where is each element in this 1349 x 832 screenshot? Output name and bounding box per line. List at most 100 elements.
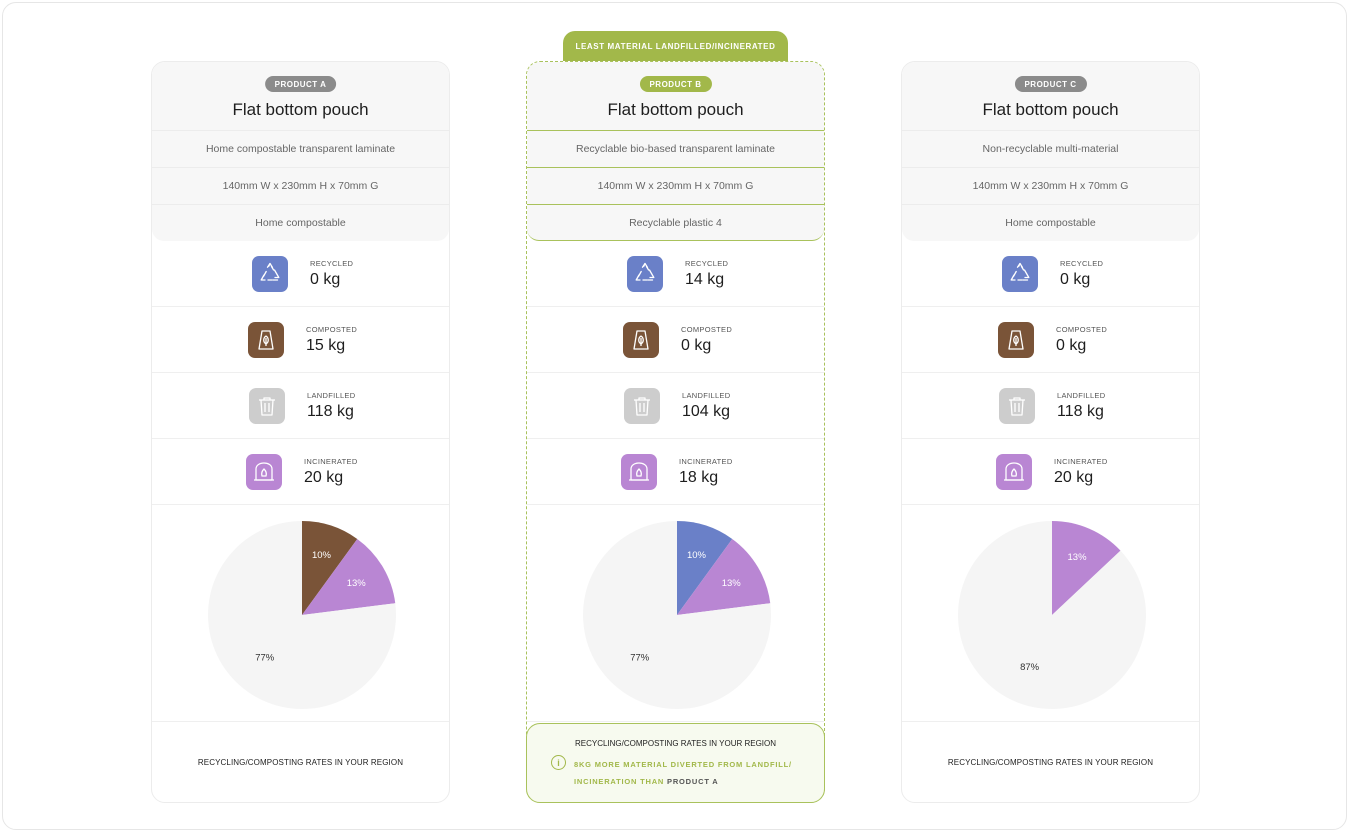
- compost-bin-icon: [623, 322, 659, 358]
- recycled-value: 14 kg: [685, 271, 725, 288]
- dimensions-spec: 140mm W x 230mm H x 70mm G: [152, 167, 449, 204]
- product-tag: PRODUCT A: [264, 76, 337, 92]
- best-choice-banner: LEAST MATERIAL LANDFILLED/INCINERATED: [563, 31, 788, 62]
- waste-pie-chart: 13% 87%: [902, 505, 1199, 722]
- composted-value: 0 kg: [681, 337, 712, 354]
- composted-label: COMPOSTED: [681, 325, 733, 334]
- landfilled-label: LANDFILLED: [682, 391, 731, 400]
- product-card-c[interactable]: PRODUCT C Flat bottom pouch Non-recyclab…: [901, 61, 1200, 803]
- product-title: Flat bottom pouch: [232, 100, 369, 119]
- region-rates-link-a[interactable]: RECYCLING/COMPOSTING RATES IN YOUR REGIO…: [197, 757, 404, 767]
- pie-slice-rest: [958, 521, 1146, 709]
- incinerated-label: INCINERATED: [1054, 457, 1108, 466]
- product-card-a[interactable]: PRODUCT A Flat bottom pouch Home compost…: [151, 61, 450, 803]
- composted-label: COMPOSTED: [306, 325, 358, 334]
- pie-label-rest: 77%: [255, 652, 275, 663]
- dimensions-spec: 140mm W x 230mm H x 70mm G: [902, 167, 1199, 204]
- incinerator-icon: [996, 454, 1032, 490]
- recycled-value: 0 kg: [1060, 271, 1091, 288]
- landfilled-row: LANDFILLED 118 kg: [902, 373, 1199, 439]
- landfilled-value: 104 kg: [682, 403, 731, 420]
- diversion-note: 8KG MORE MATERIAL DIVERTED FROM LANDFILL…: [574, 756, 804, 790]
- composted-row: COMPOSTED 0 kg: [527, 307, 824, 373]
- incinerated-value: 20 kg: [1054, 469, 1094, 486]
- card-header: PRODUCT A Flat bottom pouch: [152, 62, 449, 130]
- info-box-frame: RECYCLING/COMPOSTING RATES IN YOUR REGIO…: [526, 723, 825, 803]
- info-icon: i: [551, 755, 566, 770]
- composted-label: COMPOSTED: [1056, 325, 1108, 334]
- landfilled-value: 118 kg: [307, 403, 354, 420]
- composted-value: 15 kg: [306, 337, 346, 354]
- trash-bin-icon: [624, 388, 660, 424]
- region-rates-link-b[interactable]: RECYCLING/COMPOSTING RATES IN YOUR REGIO…: [574, 739, 777, 748]
- pie-label-rest: 77%: [630, 652, 650, 663]
- incinerator-icon: [246, 454, 282, 490]
- recycled-label: RECYCLED: [1060, 259, 1104, 268]
- dimensions-spec: 140mm W x 230mm H x 70mm G: [527, 167, 824, 204]
- landfilled-row: LANDFILLED 118 kg: [152, 373, 449, 439]
- end-of-life-spec: Home compostable: [902, 204, 1199, 241]
- recycle-icon: [1002, 256, 1038, 292]
- region-rates-link-c[interactable]: RECYCLING/COMPOSTING RATES IN YOUR REGIO…: [947, 757, 1154, 767]
- pie-slice-composted: [302, 521, 358, 615]
- product-tag: PRODUCT C: [1014, 76, 1087, 92]
- compost-bin-icon: [998, 322, 1034, 358]
- waste-pie-chart: 10% 13% 77%: [527, 505, 824, 722]
- pie-slice-recycled: [677, 521, 733, 615]
- recycle-icon: [627, 256, 663, 292]
- waste-pie-chart: 10% 13% 77%: [152, 505, 449, 722]
- composted-value: 0 kg: [1056, 337, 1087, 354]
- product-title: Flat bottom pouch: [607, 100, 744, 119]
- incinerated-label: INCINERATED: [679, 457, 733, 466]
- recycled-row: RECYCLED 0 kg: [152, 241, 449, 307]
- trash-bin-icon: [999, 388, 1035, 424]
- material-spec: Recyclable bio-based transparent laminat…: [527, 130, 824, 167]
- incinerated-label: INCINERATED: [304, 457, 358, 466]
- pie-label-incinerated: 13%: [722, 578, 742, 589]
- end-of-life-spec: Recyclable plastic 4: [527, 204, 824, 241]
- product-tag: PRODUCT B: [639, 76, 712, 92]
- incinerator-icon: [621, 454, 657, 490]
- diversion-note-text: 8KG MORE MATERIAL DIVERTED FROM LANDFILL…: [574, 760, 792, 786]
- incinerated-value: 18 kg: [679, 469, 719, 486]
- incinerated-value: 20 kg: [304, 469, 344, 486]
- recycled-label: RECYCLED: [310, 259, 354, 268]
- pie-slice-rest: [208, 521, 396, 709]
- product-title: Flat bottom pouch: [982, 100, 1119, 119]
- pie-svg: 10% 13% 77%: [583, 521, 771, 709]
- composted-row: COMPOSTED 15 kg: [152, 307, 449, 373]
- product-card-b[interactable]: PRODUCT B Flat bottom pouch Recyclable b…: [526, 61, 825, 803]
- recycled-label: RECYCLED: [685, 259, 729, 268]
- recycle-icon: [252, 256, 288, 292]
- pie-label-incinerated: 13%: [347, 578, 367, 589]
- compost-bin-icon: [248, 322, 284, 358]
- pie-slice-incinerated: [677, 538, 771, 615]
- pie-label-composted: 10%: [312, 550, 332, 561]
- composted-row: COMPOSTED 0 kg: [902, 307, 1199, 373]
- diversion-note-ref: PRODUCT A: [667, 777, 719, 786]
- landfilled-value: 118 kg: [1057, 403, 1104, 420]
- trash-bin-icon: [249, 388, 285, 424]
- recycled-row: RECYCLED 0 kg: [902, 241, 1199, 307]
- pie-slice-incinerated: [302, 538, 396, 615]
- pie-slice-incinerated: [1052, 521, 1121, 615]
- pie-svg: 13% 87%: [958, 521, 1146, 709]
- landfilled-row: LANDFILLED 104 kg: [527, 373, 824, 439]
- pie-label-incinerated: 13%: [1068, 552, 1088, 563]
- end-of-life-spec: Home compostable: [152, 204, 449, 241]
- landfilled-label: LANDFILLED: [1057, 391, 1106, 400]
- incinerated-row: INCINERATED 18 kg: [527, 439, 824, 505]
- info-box-b: RECYCLING/COMPOSTING RATES IN YOUR REGIO…: [526, 722, 825, 803]
- incinerated-row: INCINERATED 20 kg: [152, 439, 449, 505]
- card-header: PRODUCT C Flat bottom pouch: [902, 62, 1199, 130]
- pie-svg: 10% 13% 77%: [208, 521, 396, 709]
- material-spec: Home compostable transparent laminate: [152, 130, 449, 167]
- card-header: PRODUCT B Flat bottom pouch: [527, 62, 824, 130]
- pie-label-recycled: 10%: [687, 550, 707, 561]
- pie-slice-rest: [583, 521, 771, 709]
- recycled-value: 0 kg: [310, 271, 341, 288]
- landfilled-label: LANDFILLED: [307, 391, 356, 400]
- pie-label-rest: 87%: [1020, 662, 1040, 673]
- material-spec: Non-recyclable multi-material: [902, 130, 1199, 167]
- recycled-row: RECYCLED 14 kg: [527, 241, 824, 307]
